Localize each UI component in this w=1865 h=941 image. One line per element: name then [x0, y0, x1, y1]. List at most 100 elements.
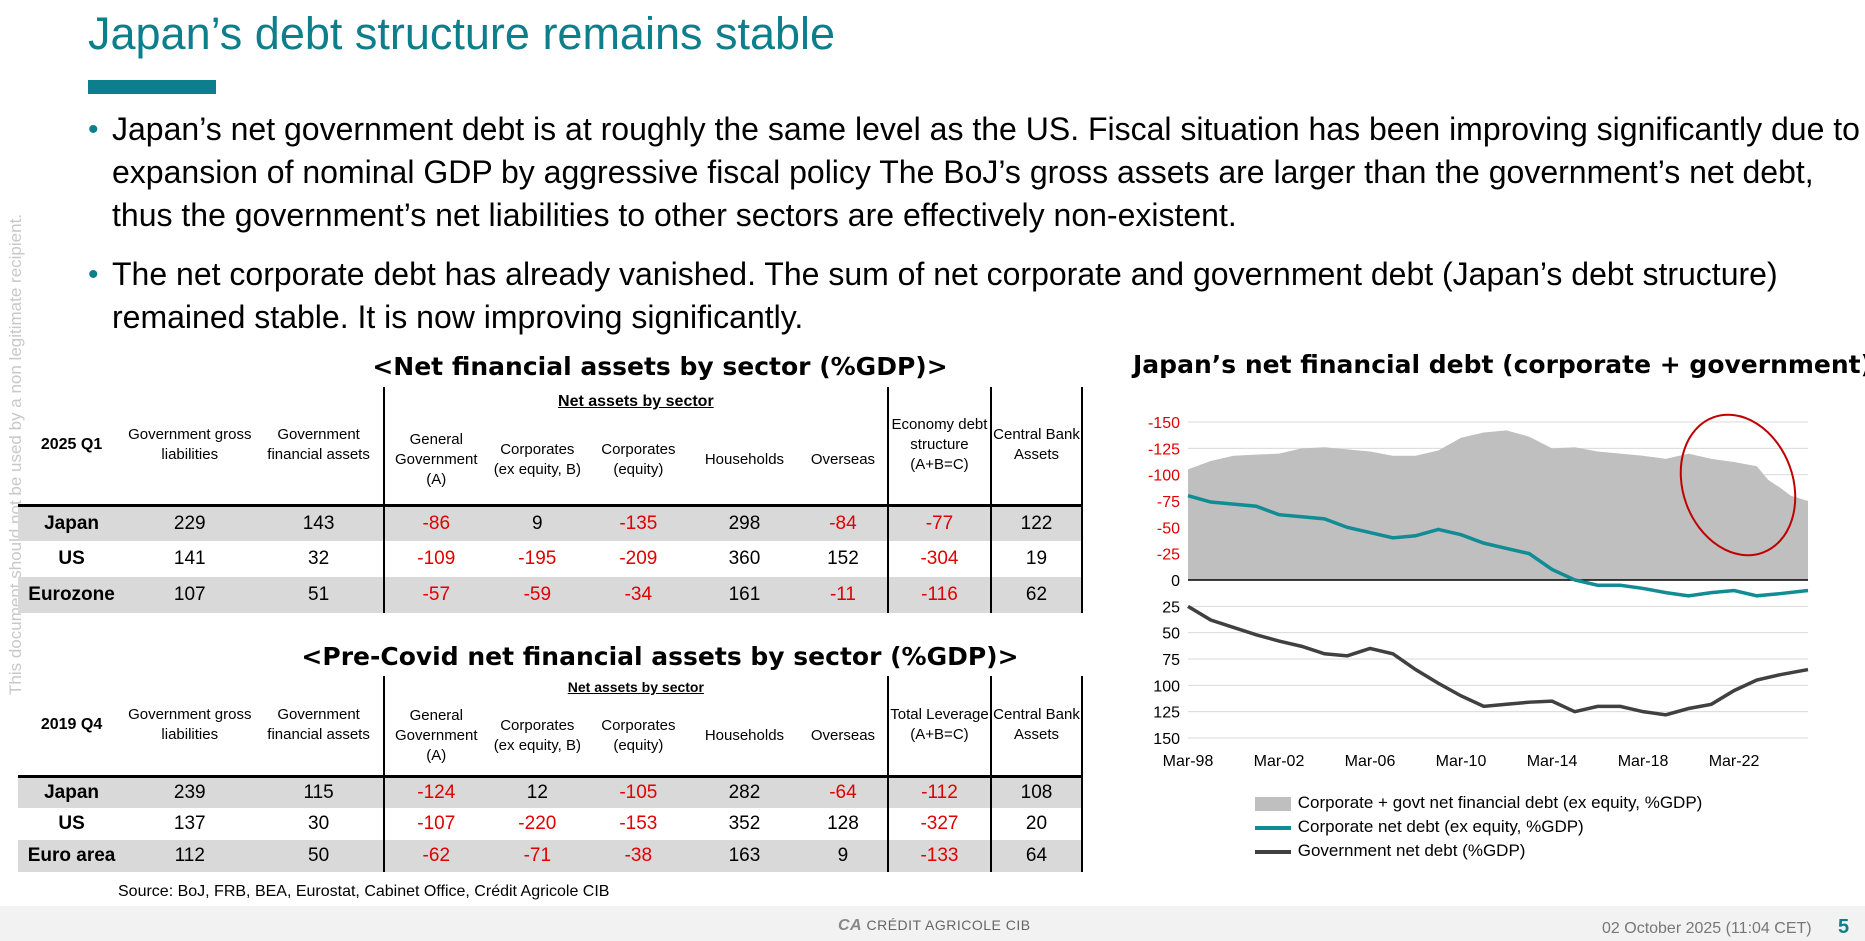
y-tick-label: -100 — [1148, 468, 1180, 485]
table-cell: -105 — [586, 776, 690, 808]
table-cell: 112 — [125, 840, 255, 872]
bullet-list: • Japan’s net government debt is at roug… — [88, 108, 1863, 355]
bullet-text: Japan’s net government debt is at roughl… — [112, 111, 1860, 233]
y-tick-label: 75 — [1162, 652, 1180, 669]
y-tick-label: 0 — [1171, 573, 1180, 590]
y-tick-label: 100 — [1153, 678, 1180, 695]
table1: 2025 Q1 Government gross liabilities Gov… — [18, 387, 1083, 613]
table-cell: -327 — [886, 808, 993, 840]
table2-col-header: Corporates (equity) — [601, 717, 676, 755]
table2-col-header: Corporates (ex equity, B) — [493, 717, 581, 755]
table-row: Euro area 112 50 -62 -71 -38 163 9 -133 … — [18, 840, 1083, 872]
x-tick-label: Mar-02 — [1254, 753, 1305, 770]
footer-logo-text: CRÉDIT AGRICOLE CIB — [866, 917, 1031, 933]
legend-swatch-area-icon — [1255, 796, 1291, 811]
row-label: Eurozone — [18, 577, 126, 613]
table-cell: 9 — [487, 505, 587, 541]
bullet-text: The net corporate debt has already vanis… — [112, 256, 1778, 335]
table-cell: 128 — [827, 813, 859, 834]
table2-col-header: Households — [704, 727, 785, 745]
table-cell: 32 — [254, 541, 385, 577]
y-tick-label: 150 — [1153, 731, 1180, 748]
table-cell: 12 — [487, 776, 587, 808]
table-cell: 9 — [798, 840, 888, 872]
table-row: Japan 239 115 -124 12 -105 282 -64 -112 … — [18, 776, 1083, 808]
legend-item: Government net debt (%GDP) — [1255, 841, 1525, 861]
x-tick-label: Mar-22 — [1709, 753, 1760, 770]
table2-col-header: Government gross liabilities — [128, 706, 252, 744]
bullet-item: • The net corporate debt has already van… — [88, 253, 1863, 339]
table-cell: 50 — [254, 840, 385, 872]
table-row: Japan 229 143 -86 9 -135 298 -84 -77 122 — [18, 505, 1083, 541]
bullet-dot-icon: • — [88, 113, 99, 146]
table-cell: -86 — [383, 505, 488, 541]
table-cell: -107 — [417, 813, 456, 834]
y-tick-label: 25 — [1162, 599, 1180, 616]
series-area-total-debt — [1188, 430, 1808, 580]
y-axis-ticks: -150 -125 -100 -75 -50 -25 0 25 50 75 100 125 150 — [1148, 415, 1180, 748]
table2-col-header: General Government (A) — [395, 707, 478, 765]
table-cell: 239 — [125, 776, 255, 808]
legend-label: Corporate + govt net financial debt (ex … — [1297, 793, 1703, 812]
y-tick-label: -150 — [1148, 415, 1180, 432]
table-cell: -220 — [518, 813, 557, 834]
ca-logo-icon: CA — [838, 917, 863, 934]
title-underline-bar — [88, 80, 216, 94]
table-cell: 143 — [254, 505, 385, 541]
legend-label: Corporate net debt (ex equity, %GDP) — [1297, 817, 1584, 836]
y-tick-label: -50 — [1157, 520, 1180, 537]
table-row: Eurozone 107 51 -57 -59 -34 161 -11 -116… — [18, 577, 1083, 613]
table1-col-header: Government gross liabilities — [128, 426, 252, 464]
legend-swatch-line-icon — [1255, 849, 1291, 854]
series-line-corporate — [1187, 494, 1809, 598]
table2-period: 2019 Q4 — [40, 716, 103, 734]
x-tick-label: Mar-10 — [1436, 753, 1487, 770]
highlight-circle — [1679, 413, 1797, 557]
table2-col-header: Government financial assets — [254, 676, 385, 776]
table-cell: -64 — [798, 776, 888, 808]
table-cell: 30 — [254, 808, 385, 840]
table-cell: 141 — [173, 548, 206, 569]
table1-col-header: Corporates (ex equity, B) — [493, 441, 581, 479]
row-label: Japan — [18, 776, 126, 808]
legend-swatch-line-icon — [1255, 825, 1291, 830]
table-cell: -59 — [487, 577, 587, 613]
row-label: US — [58, 548, 85, 569]
table2-col-header: Total Leverage (A+B=C) — [886, 676, 993, 776]
bullet-item: • Japan’s net government debt is at roug… — [88, 108, 1863, 237]
table-cell: 298 — [689, 505, 799, 541]
table-cell: 51 — [254, 577, 385, 613]
table-cell: 152 — [827, 548, 859, 569]
x-tick-label: Mar-18 — [1618, 753, 1669, 770]
page-number: 5 — [1838, 916, 1850, 938]
series-line-government — [1187, 604, 1809, 717]
table-cell: 137 — [173, 813, 206, 834]
y-tick-label: 50 — [1162, 626, 1180, 643]
table-cell: -34 — [586, 577, 690, 613]
footer-band — [0, 906, 1865, 941]
table-cell: 360 — [728, 548, 761, 569]
table-cell: 161 — [689, 577, 799, 613]
table-cell: -116 — [886, 577, 993, 613]
table1-col-header: Overseas — [810, 451, 876, 469]
table-cell: -62 — [383, 840, 488, 872]
table-row: US 141 32 -109 -195 -209 360 152 -304 19 — [18, 541, 1083, 577]
bullet-dot-icon: • — [88, 258, 99, 291]
table2-title: <Pre-Covid net financial assets by secto… — [301, 642, 1019, 671]
table2-col-header: Overseas — [810, 727, 876, 745]
table-cell: 163 — [689, 840, 799, 872]
table-cell: 115 — [254, 776, 385, 808]
table-cell: -135 — [586, 505, 690, 541]
x-tick-label: Mar-06 — [1345, 753, 1396, 770]
table-row: US 137 30 -107 -220 -153 352 128 -327 20 — [18, 808, 1083, 840]
table-cell: 352 — [728, 813, 761, 834]
table-cell: 229 — [125, 505, 255, 541]
table-cell: -209 — [619, 548, 658, 569]
table2: 2019 Q4 Government gross liabilities Gov… — [18, 676, 1083, 872]
debt-chart: -150 -125 -100 -75 -50 -25 0 25 50 75 100 125 150 Ma… — [1148, 413, 1809, 770]
table-cell: 19 — [991, 541, 1083, 577]
y-tick-label: 125 — [1153, 705, 1180, 722]
table1-col-header: Economy debt structure (A+B=C) — [886, 387, 993, 505]
table-cell: -195 — [518, 548, 557, 569]
x-axis-ticks: Mar-98 Mar-02 Mar-06 Mar-10 Mar-14 Mar-18 Mar-… — [1163, 753, 1760, 770]
